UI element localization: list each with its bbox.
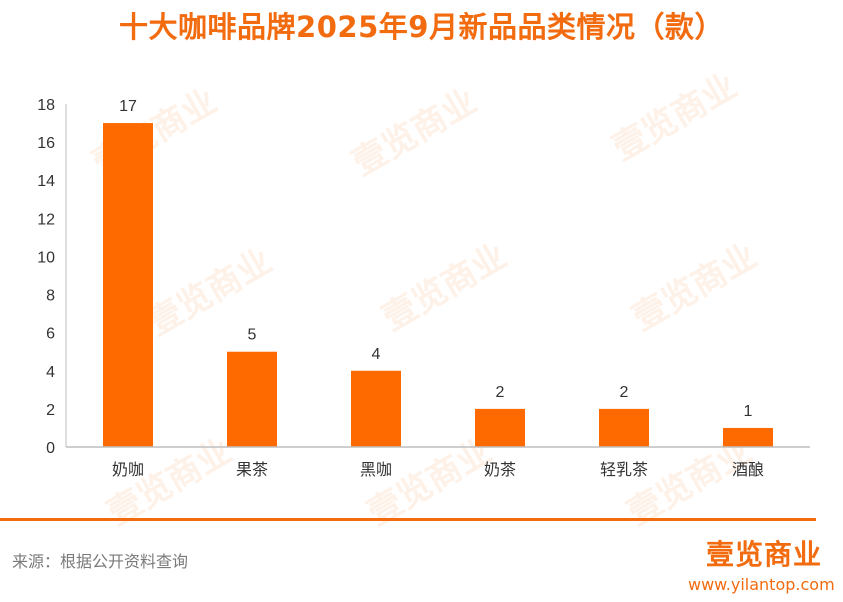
x-tick-label: 果茶 [236, 460, 268, 479]
x-tick-label: 酒酿 [732, 460, 764, 479]
y-tick-label: 2 [46, 402, 55, 419]
bar [723, 427, 773, 447]
y-tick-label: 6 [46, 326, 55, 343]
data-label: 2 [620, 384, 629, 401]
bar-chart: 0 2 4 6 8 10 12 14 16 18 17 5 4 2 2 1 奶咖 果茶 黑咖 奶茶 轻乳茶 酒酿 [37, 97, 810, 479]
data-label: 2 [496, 384, 505, 401]
bar [599, 408, 649, 447]
chart-title: 十大咖啡品牌2025年9月新品品类情况（款） [119, 10, 724, 44]
y-tick-label: 18 [37, 97, 55, 114]
data-label: 4 [372, 346, 381, 363]
bar [103, 123, 153, 448]
y-tick-label: 16 [37, 135, 55, 152]
data-label: 17 [119, 98, 137, 115]
data-label: 1 [744, 403, 753, 420]
x-tick-label: 奶咖 [112, 460, 144, 479]
y-tick-label: 14 [37, 173, 55, 190]
brand-logo: 壹览商业 [706, 538, 823, 571]
x-axis: 奶咖 果茶 黑咖 奶茶 轻乳茶 酒酿 [66, 446, 810, 479]
bar [351, 370, 401, 447]
x-tick-label: 黑咖 [360, 460, 392, 479]
y-tick-label: 0 [46, 440, 55, 457]
y-tick-label: 10 [37, 249, 55, 266]
bar [475, 408, 525, 447]
x-tick-label: 奶茶 [484, 460, 516, 479]
bars: 17 5 4 2 2 1 [103, 98, 773, 448]
y-axis: 0 2 4 6 8 10 12 14 16 18 [37, 97, 67, 457]
website-url[interactable]: www.yilantop.com [688, 575, 835, 594]
y-tick-label: 8 [46, 288, 55, 305]
bar [227, 351, 277, 447]
data-label: 5 [248, 327, 257, 344]
source-note: 来源：根据公开资料查询 [12, 552, 189, 571]
y-tick-label: 12 [37, 211, 55, 228]
y-tick-label: 4 [46, 364, 55, 381]
x-tick-label: 轻乳茶 [600, 460, 648, 479]
footer-divider [0, 518, 816, 521]
